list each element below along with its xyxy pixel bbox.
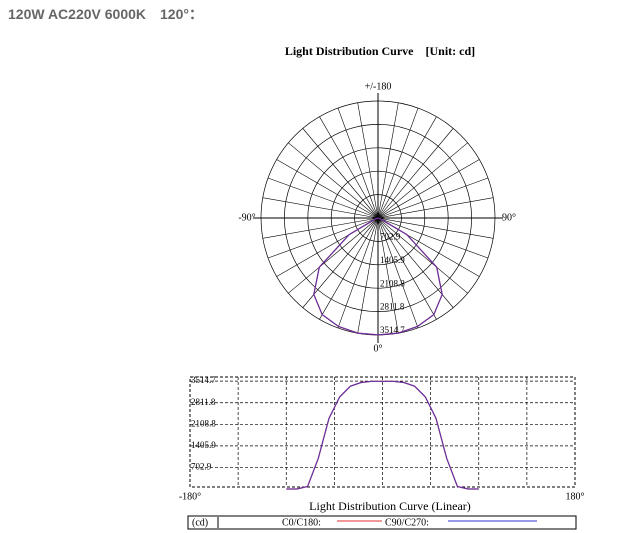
- spoke: [377, 217, 489, 259]
- spoke: [377, 116, 437, 219]
- spoke: [377, 217, 419, 329]
- y-tick-label: 2811.8: [191, 397, 216, 407]
- spoke: [377, 142, 468, 219]
- spoke: [377, 217, 454, 308]
- spoke: [319, 217, 379, 320]
- r-tick-label: 1405.9: [380, 255, 405, 265]
- spoke: [302, 217, 379, 308]
- spoke: [288, 142, 379, 219]
- spoke: [377, 217, 468, 294]
- page-title: 120W AC220V 6000K 120°：: [8, 6, 203, 22]
- legend-box: [187, 515, 577, 530]
- spoke: [377, 128, 454, 219]
- legend-title: (cd): [192, 517, 208, 528]
- spoke: [377, 217, 437, 320]
- spoke: [262, 197, 379, 219]
- spoke: [377, 217, 399, 334]
- spoke: [357, 102, 379, 219]
- spoke: [377, 159, 480, 219]
- spoke: [267, 217, 379, 259]
- linear-title: Light Distribution Curve (Linear): [309, 499, 471, 513]
- spoke: [262, 217, 379, 239]
- spoke: [267, 177, 379, 219]
- polar-title: Light Distribution Curve [Unit: cd]: [285, 44, 475, 58]
- spoke: [337, 217, 379, 329]
- y-tick-label: 702.9: [191, 461, 212, 471]
- r-tick-label: 2811.8: [380, 302, 405, 312]
- polar-curve: [313, 217, 443, 336]
- angle-label: 90°: [502, 212, 516, 223]
- spoke: [377, 217, 494, 239]
- spoke: [357, 217, 379, 334]
- r-tick-label: 2108.8: [380, 278, 405, 288]
- angle-label: 0°: [374, 343, 383, 354]
- x-tick-label: -180°: [179, 491, 201, 502]
- spoke: [276, 159, 379, 219]
- angle-label: -90°: [238, 212, 255, 223]
- spoke: [377, 102, 399, 219]
- angle-label: +/-180: [365, 81, 392, 92]
- legend-label: C0/C180:: [282, 517, 321, 528]
- y-tick-label: 1405.9: [191, 440, 216, 450]
- spoke: [337, 107, 379, 219]
- line: [286, 380, 479, 490]
- legend-label: C90/C270:: [385, 517, 429, 528]
- y-tick-label: 3514.7: [191, 375, 216, 385]
- spoke: [319, 116, 379, 219]
- spoke: [288, 217, 379, 294]
- r-tick-label: 3514.7: [380, 325, 405, 335]
- spoke: [302, 128, 379, 219]
- spoke: [377, 177, 489, 219]
- x-tick-label: 180°: [566, 491, 585, 502]
- spoke: [377, 197, 494, 219]
- y-tick-label: 2108.8: [191, 418, 216, 428]
- r-tick-label: 702.9: [380, 231, 401, 241]
- spoke: [377, 107, 419, 219]
